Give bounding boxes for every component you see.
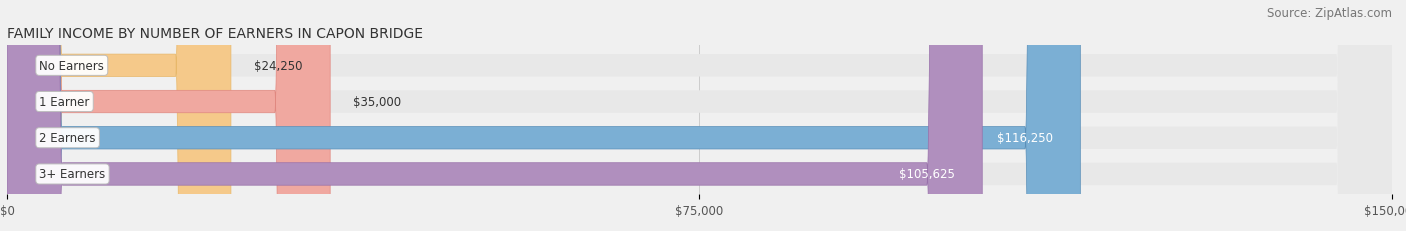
FancyBboxPatch shape — [7, 0, 1392, 231]
FancyBboxPatch shape — [7, 0, 1392, 231]
FancyBboxPatch shape — [7, 0, 330, 231]
Text: FAMILY INCOME BY NUMBER OF EARNERS IN CAPON BRIDGE: FAMILY INCOME BY NUMBER OF EARNERS IN CA… — [7, 27, 423, 41]
Text: 2 Earners: 2 Earners — [39, 132, 96, 145]
FancyBboxPatch shape — [7, 0, 1392, 231]
Text: $35,000: $35,000 — [353, 96, 401, 109]
FancyBboxPatch shape — [7, 0, 1392, 231]
FancyBboxPatch shape — [7, 0, 231, 231]
FancyBboxPatch shape — [7, 0, 983, 231]
Text: $116,250: $116,250 — [997, 132, 1053, 145]
Text: $24,250: $24,250 — [254, 60, 302, 73]
Text: No Earners: No Earners — [39, 60, 104, 73]
Text: Source: ZipAtlas.com: Source: ZipAtlas.com — [1267, 7, 1392, 20]
Text: $105,625: $105,625 — [898, 168, 955, 181]
Text: 3+ Earners: 3+ Earners — [39, 168, 105, 181]
FancyBboxPatch shape — [7, 0, 1080, 231]
Text: 1 Earner: 1 Earner — [39, 96, 90, 109]
